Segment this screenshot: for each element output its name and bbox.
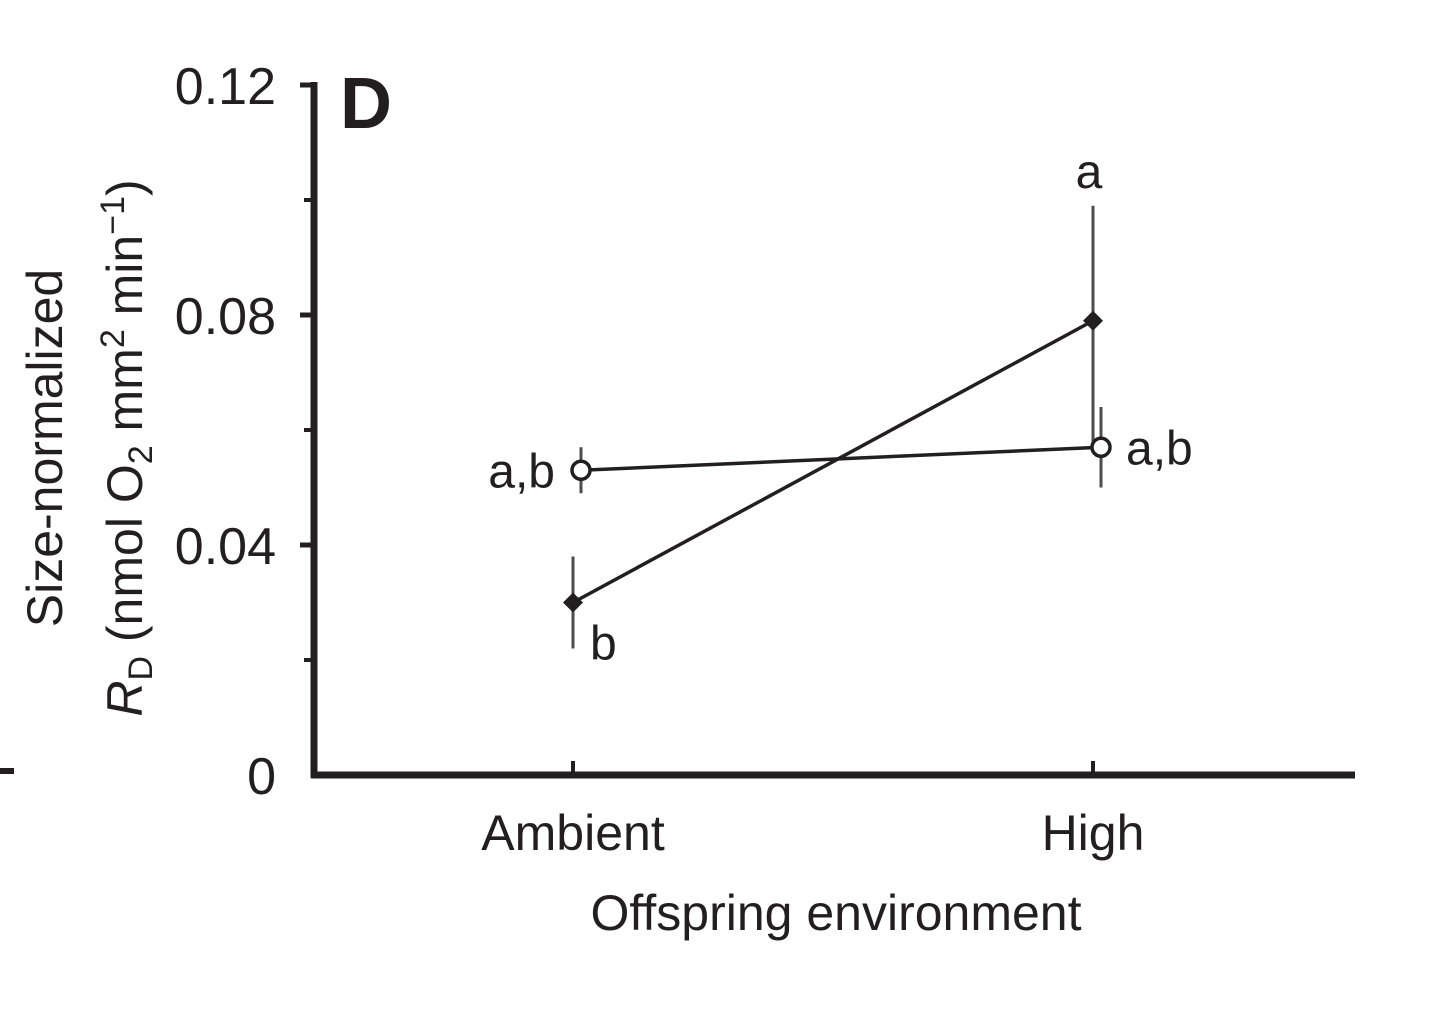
series-1: ba — [563, 146, 1103, 671]
series-layer: baa,b a,b — [488, 146, 1192, 671]
min-superscript: −1 — [94, 196, 132, 235]
significance-label: a — [1076, 146, 1103, 199]
series-line — [580, 445, 1102, 472]
x-tick-label: Ambient — [481, 805, 665, 861]
y-tick-label: 0 — [247, 748, 276, 806]
o2-subscript: 2 — [122, 445, 160, 464]
x-ticks: Ambient High — [481, 761, 1144, 861]
data-point — [570, 459, 592, 481]
y-axis-title: Size-normalized RD (nmol O2 mm2 min−1) — [17, 179, 160, 716]
y-tick-label: 0.04 — [175, 518, 276, 576]
mm-superscript: 2 — [94, 329, 132, 348]
x-axis-title: Offspring environment — [591, 885, 1082, 941]
significance-label: b — [590, 618, 617, 671]
unit-min: min — [97, 235, 153, 329]
y-axis-title-line2: RD (nmol O2 mm2 min−1) — [94, 179, 160, 716]
x-tick-label: High — [1042, 805, 1145, 861]
panel-label: D — [340, 64, 392, 144]
rd-symbol: R — [97, 681, 153, 717]
significance-label: a,b — [488, 445, 555, 498]
data-point — [1090, 436, 1112, 458]
y-ticks: 0 0.04 0.08 0.12 — [175, 58, 314, 806]
y-axis-title-line1: Size-normalized — [17, 269, 73, 627]
series-2: a,b a,b — [488, 407, 1193, 498]
unit-nmol-o: (nmol O — [97, 464, 153, 656]
significance-label: a,b — [1126, 422, 1193, 475]
y-tick-label: 0.12 — [175, 58, 276, 116]
unit-close: ) — [97, 179, 153, 196]
data-point — [563, 592, 583, 613]
edge-mark — [0, 768, 14, 774]
data-point — [1083, 310, 1103, 331]
rd-subscript: D — [122, 656, 160, 681]
y-tick-label: 0.08 — [175, 288, 276, 346]
series-line — [572, 319, 1094, 605]
unit-mm: mm — [97, 348, 153, 445]
